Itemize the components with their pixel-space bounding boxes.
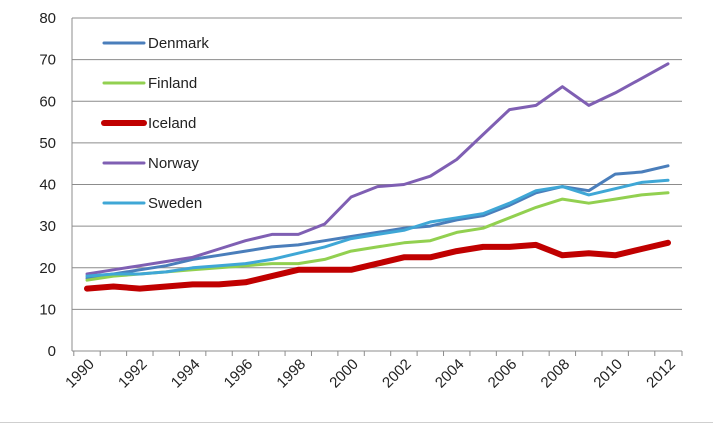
y-tick-label-80: 80: [39, 10, 56, 27]
x-axis: 1990 1992 1994 1996 1998 2000 2002 2004 2006 2008…: [62, 351, 683, 392]
x-tick-label-1994: 1994: [168, 356, 204, 392]
series-line-iceland: [84, 239, 671, 292]
series-group: [84, 62, 671, 292]
legend: Denmark Finland Iceland Norway Sweden: [101, 35, 209, 212]
x-tick-label-1996: 1996: [221, 356, 257, 392]
series-line-sweden: [85, 178, 670, 278]
y-tick-label-40: 40: [39, 177, 56, 194]
x-tick-label-2010: 2010: [590, 356, 626, 392]
x-tick-label-2012: 2012: [643, 356, 679, 392]
series-line-norway: [85, 62, 670, 276]
x-tick-label-1990: 1990: [62, 356, 98, 392]
y-tick-label-50: 50: [39, 135, 56, 152]
legend-label-sweden: Sweden: [148, 195, 202, 212]
x-tick-label-1998: 1998: [273, 356, 309, 392]
legend-label-iceland: Iceland: [148, 115, 196, 132]
y-tick-label-0: 0: [48, 343, 56, 360]
y-axis: 0 10 20 30 40 50 60 70 80: [39, 10, 56, 360]
y-tick-label-30: 30: [39, 218, 56, 235]
y-tick-label-70: 70: [39, 52, 56, 69]
x-tick-label-2000: 2000: [326, 356, 362, 392]
x-tick-label-2002: 2002: [379, 356, 415, 392]
x-tick-label-2008: 2008: [538, 356, 574, 392]
x-tick-label-2004: 2004: [432, 356, 468, 392]
legend-label-denmark: Denmark: [148, 35, 209, 52]
x-tick-label-1992: 1992: [115, 356, 151, 392]
legend-label-finland: Finland: [148, 75, 197, 92]
y-tick-label-60: 60: [39, 93, 56, 110]
y-tick-label-20: 20: [39, 260, 56, 277]
x-tick-label-2006: 2006: [485, 356, 521, 392]
gridlines: [72, 17, 682, 310]
legend-label-norway: Norway: [148, 155, 199, 172]
y-tick-label-10: 10: [39, 301, 56, 318]
bottom-divider: [0, 422, 713, 423]
